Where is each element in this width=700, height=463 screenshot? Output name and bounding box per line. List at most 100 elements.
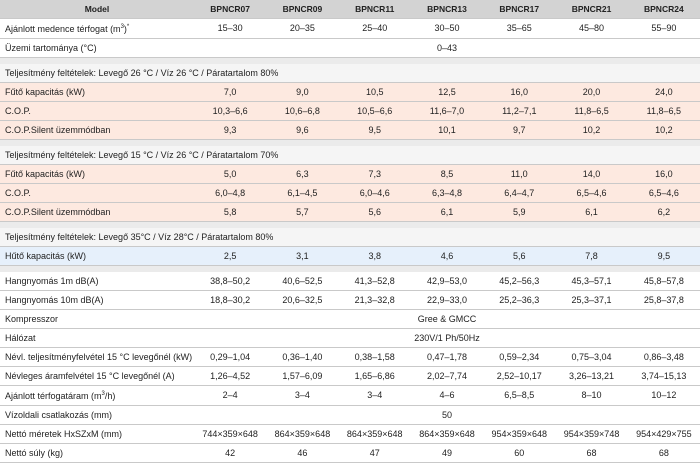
cell: 9,5 bbox=[627, 246, 700, 266]
row-label: C.O.P. bbox=[0, 183, 194, 203]
cell: 6,5–4,6 bbox=[627, 183, 700, 203]
cell: 10,3–6,6 bbox=[194, 101, 267, 121]
cell: 7,3 bbox=[338, 164, 411, 184]
cell-span: 50 bbox=[194, 405, 700, 425]
cell: 9,6 bbox=[266, 120, 339, 140]
cell: 16,0 bbox=[483, 82, 556, 102]
cell: 38,8–50,2 bbox=[194, 272, 267, 291]
row-label: Ajánlott medence térfogat (m3)* bbox=[0, 18, 194, 39]
header-model-name: BPNCR13 bbox=[410, 0, 484, 19]
cell: 5,6 bbox=[483, 246, 556, 266]
row-dims: Nettó méretek HxSZxM (mm) 744×359×648 86… bbox=[0, 424, 700, 444]
row-label: Nettó méretek HxSZxM (mm) bbox=[0, 424, 194, 444]
cell: 5,6 bbox=[338, 202, 411, 222]
header-model-name: BPNCR21 bbox=[555, 0, 628, 19]
spacer bbox=[0, 221, 700, 228]
row-label: Kompresszor bbox=[0, 309, 194, 329]
row-label: Névleges áramfelvétel 15 °C levegőnél (A… bbox=[0, 366, 194, 386]
cell: 6,4–4,7 bbox=[483, 183, 556, 203]
header-row: Model BPNCR07 BPNCR09 BPNCR11 BPNCR13 BP… bbox=[0, 0, 700, 19]
spacer bbox=[0, 265, 700, 272]
header-model-name: BPNCR09 bbox=[266, 0, 339, 19]
cell-span: 0–43 bbox=[194, 38, 700, 58]
cell: 9,3 bbox=[194, 120, 267, 140]
cell: 25,3–37,1 bbox=[555, 290, 628, 310]
cell: 3–4 bbox=[338, 385, 411, 406]
cell: 42 bbox=[194, 443, 267, 463]
row-label: Hálózat bbox=[0, 328, 194, 348]
header-model: Model bbox=[0, 0, 194, 19]
cell: 11,8–6,5 bbox=[555, 101, 628, 121]
cell: 2,02–7,74 bbox=[410, 366, 484, 386]
cell: 45–80 bbox=[555, 18, 628, 39]
cell: 864×359×648 bbox=[410, 424, 484, 444]
cell: 6,1–4,5 bbox=[266, 183, 339, 203]
cell: 5,7 bbox=[266, 202, 339, 222]
cell: 10,2 bbox=[627, 120, 700, 140]
cell: 1,26–4,52 bbox=[194, 366, 267, 386]
cell: 0,36–1,40 bbox=[266, 347, 339, 367]
cell: 8–10 bbox=[555, 385, 628, 406]
row-label: Vízoldali csatlakozás (mm) bbox=[0, 405, 194, 425]
row-label: Hangnyomás 10m dB(A) bbox=[0, 290, 194, 310]
cell: 22,9–33,0 bbox=[410, 290, 484, 310]
cell: 6,3–4,8 bbox=[410, 183, 484, 203]
cell: 954×359×748 bbox=[555, 424, 628, 444]
cell: 2,52–10,17 bbox=[483, 366, 556, 386]
cell: 6,5–8,5 bbox=[483, 385, 556, 406]
cell: 3,74–15,13 bbox=[627, 366, 700, 386]
cell: 864×359×648 bbox=[266, 424, 339, 444]
cell: 45,2–56,3 bbox=[483, 272, 556, 291]
cell: 3,8 bbox=[338, 246, 411, 266]
cell: 40,6–52,5 bbox=[266, 272, 339, 291]
cell: 6,1 bbox=[410, 202, 484, 222]
cell: 20,0 bbox=[555, 82, 628, 102]
row-label: C.O.P.Silent üzemmódban bbox=[0, 120, 194, 140]
row-cop-1: C.O.P. 10,3–6,6 10,6–6,8 10,5–6,6 11,6–7… bbox=[0, 101, 700, 121]
condition-text: Teljesítmény feltételek: Levegő 15 °C / … bbox=[0, 146, 700, 165]
row-weight: Nettó súly (kg) 42 46 47 49 60 68 68 bbox=[0, 443, 700, 463]
row-heat-1: Fűtő kapacitás (kW) 7,0 9,0 10,5 12,5 16… bbox=[0, 82, 700, 102]
cell: 18,8–30,2 bbox=[194, 290, 267, 310]
cell: 9,7 bbox=[483, 120, 556, 140]
cell: 2,5 bbox=[194, 246, 267, 266]
cell: 3,1 bbox=[266, 246, 339, 266]
row-water-conn: Vízoldali csatlakozás (mm) 50 bbox=[0, 405, 700, 425]
cell: 4–6 bbox=[410, 385, 484, 406]
cell: 7,0 bbox=[194, 82, 267, 102]
row-noise-10m: Hangnyomás 10m dB(A) 18,8–30,2 20,6–32,5… bbox=[0, 290, 700, 310]
cell: 5,0 bbox=[194, 164, 267, 184]
cell: 68 bbox=[555, 443, 628, 463]
cell: 21,3–32,8 bbox=[338, 290, 411, 310]
cell: 6,0–4,6 bbox=[338, 183, 411, 203]
row-power: Névl. teljesítményfelvétel 15 °C levegőn… bbox=[0, 347, 700, 367]
condition-text: Teljesítmény feltételek: Levegő 26 °C / … bbox=[0, 64, 700, 83]
cell: 41,3–52,8 bbox=[338, 272, 411, 291]
row-label: Fűtő kapacitás (kW) bbox=[0, 82, 194, 102]
cell: 25–40 bbox=[338, 18, 411, 39]
cell: 954×359×648 bbox=[483, 424, 556, 444]
cell: 55–90 bbox=[627, 18, 700, 39]
header-model-name: BPNCR17 bbox=[483, 0, 556, 19]
cell: 7,8 bbox=[555, 246, 628, 266]
cell: 25,8–37,8 bbox=[627, 290, 700, 310]
row-silent-2: C.O.P.Silent üzemmódban 5,8 5,7 5,6 6,1 … bbox=[0, 202, 700, 222]
row-cool: Hűtő kapacitás (kW) 2,5 3,1 3,8 4,6 5,6 … bbox=[0, 246, 700, 266]
cell: 1,65–6,86 bbox=[338, 366, 411, 386]
condition-row: Teljesítmény feltételek: Levegő 35°C / V… bbox=[0, 228, 700, 247]
row-label: C.O.P. bbox=[0, 101, 194, 121]
row-label: Nettó súly (kg) bbox=[0, 443, 194, 463]
cell: 10–12 bbox=[627, 385, 700, 406]
row-silent-1: C.O.P.Silent üzemmódban 9,3 9,6 9,5 10,1… bbox=[0, 120, 700, 140]
cell-span: Gree & GMCC bbox=[194, 309, 700, 329]
row-label: Névl. teljesítményfelvétel 15 °C levegőn… bbox=[0, 347, 194, 367]
cell-span: 230V/1 Ph/50Hz bbox=[194, 328, 700, 348]
row-flow: Ajánlott medence térfogat (m3)* 15–30 20… bbox=[0, 18, 700, 39]
spacer bbox=[0, 139, 700, 146]
cell: 0,38–1,58 bbox=[338, 347, 411, 367]
cell: 45,8–57,8 bbox=[627, 272, 700, 291]
cell: 68 bbox=[627, 443, 700, 463]
cell: 3–4 bbox=[266, 385, 339, 406]
cell: 15–30 bbox=[194, 18, 267, 39]
cell: 0,47–1,78 bbox=[410, 347, 484, 367]
